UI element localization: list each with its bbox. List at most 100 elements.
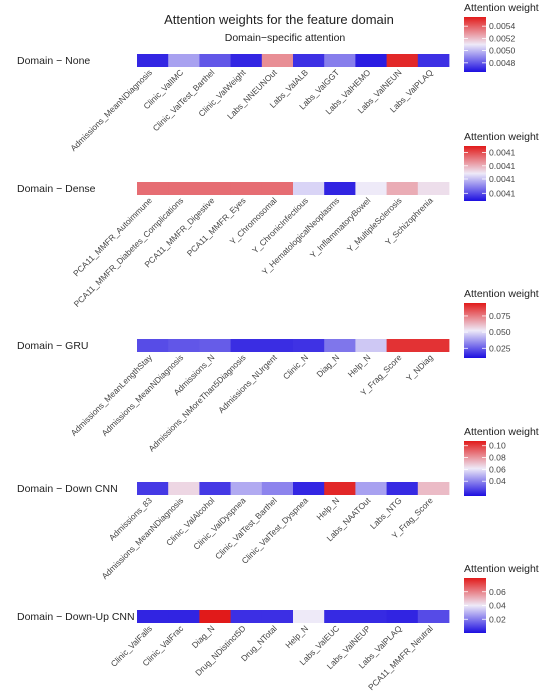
- x-tick-label: Y_MultipleSclerosis: [345, 195, 404, 254]
- legend-title: Attention weight: [464, 563, 539, 575]
- legend-tick-label: 0.075: [489, 311, 511, 321]
- legend-tick-label: 0.06: [489, 464, 506, 474]
- legend-title: Attention weight: [464, 2, 539, 14]
- panel-3: Domain − Down CNNAdmissions_83Admissions…: [17, 426, 539, 581]
- legend-colorbar: [464, 303, 486, 358]
- heatmap-tile: [199, 482, 231, 495]
- heatmap-tile: [293, 182, 325, 195]
- heatmap-tile: [324, 339, 356, 352]
- heatmap-tile: [386, 482, 419, 495]
- x-tick-label: PCA11_MMFR_Neutral: [366, 623, 435, 692]
- heatmap-tile: [230, 54, 263, 67]
- legend-colorbar: [464, 441, 486, 496]
- x-tick-label: Help_N: [314, 495, 341, 522]
- panel-2: Domain − GRUAdmissions_MeanLengthStayAdm…: [17, 288, 539, 454]
- heatmap-tile: [168, 54, 200, 67]
- heatmap-tile: [324, 54, 356, 67]
- heatmap-tile: [199, 610, 231, 623]
- chart-title: Attention weights for the feature domain: [164, 12, 394, 27]
- legend-tick-label: 0.050: [489, 327, 511, 337]
- heatmap-tile: [168, 610, 200, 623]
- x-tick-label: Admissions_MeanNDiagnosis: [68, 67, 154, 153]
- heatmap-tile: [417, 610, 450, 623]
- heatmap-tile: [355, 54, 387, 67]
- heatmap-tile: [261, 182, 294, 195]
- heatmap-tile: [261, 54, 294, 67]
- panel-label: Domain − GRU: [17, 340, 88, 352]
- legend-tick-label: 0.08: [489, 453, 506, 463]
- heatmap-tile: [293, 339, 325, 352]
- x-tick-label: PCA11_MMFR_Eyes: [185, 195, 248, 258]
- heatmap-tile: [137, 610, 169, 623]
- legend-tick-label: 0.02: [489, 614, 506, 624]
- heatmap-tile: [199, 54, 231, 67]
- heatmap-tile: [386, 182, 419, 195]
- heatmap-tile: [293, 610, 325, 623]
- heatmap-tile: [137, 182, 169, 195]
- heatmap-tile: [137, 339, 169, 352]
- legend-tick-label: 0.0041: [489, 148, 516, 158]
- heatmap-tile: [168, 182, 200, 195]
- heatmap-tile: [417, 54, 450, 67]
- legend-tick-label: 0.0041: [489, 161, 516, 171]
- x-tick-label: Diag_N: [314, 352, 341, 379]
- x-tick-label: Help_N: [283, 623, 310, 650]
- heatmap-tile: [137, 482, 169, 495]
- heatmap-tile: [386, 339, 419, 352]
- heatmap-tile: [417, 482, 450, 495]
- legend-tick-label: 0.025: [489, 343, 511, 353]
- heatmap-tile: [293, 54, 325, 67]
- legend-title: Attention weight: [464, 288, 539, 300]
- heatmap-tile: [324, 610, 356, 623]
- panel-1: Domain − DensePCA11_MMFR_AutoimmunePCA11…: [17, 131, 539, 309]
- x-tick-label: Clinic_N: [281, 352, 310, 381]
- legend-colorbar: [464, 17, 486, 72]
- chart-subtitle: Domain−specific attention: [225, 32, 346, 44]
- heatmap-tile: [168, 482, 200, 495]
- heatmap-tile: [386, 54, 419, 67]
- heatmap-tile: [386, 610, 419, 623]
- legend-tick-label: 0.10: [489, 441, 506, 451]
- heatmap-tile: [230, 482, 263, 495]
- panel-label: Domain − Down-Up CNN: [17, 611, 135, 623]
- heatmap-tile: [355, 339, 387, 352]
- x-tick-label: Y_ChronicInfectious: [250, 195, 310, 255]
- legend-title: Attention weight: [464, 426, 539, 438]
- x-tick-label: Admissions_NUrgent: [216, 352, 279, 415]
- heatmap-tile: [324, 182, 356, 195]
- heatmap-tile: [230, 339, 263, 352]
- legend-tick-label: 0.0054: [489, 21, 516, 31]
- x-tick-label: PCA11_MMFR_Diabetes_Complications: [72, 195, 186, 309]
- legend-tick-label: 0.0048: [489, 58, 516, 68]
- heatmap-tile: [261, 482, 294, 495]
- legend-tick-label: 0.0050: [489, 46, 516, 56]
- heatmap-tile: [355, 482, 387, 495]
- x-tick-label: Y_InflammatoryBowel: [308, 195, 373, 260]
- legend-tick-label: 0.0041: [489, 174, 516, 184]
- heatmap-tile: [230, 610, 263, 623]
- heatmap-tile: [324, 482, 356, 495]
- legend-colorbar: [464, 578, 486, 633]
- x-tick-label: Help_N: [346, 352, 373, 379]
- panel-label: Domain − Down CNN: [17, 483, 118, 495]
- heatmap-tile: [230, 182, 263, 195]
- heatmap-tile: [199, 339, 231, 352]
- x-tick-label: Diag_N: [190, 623, 217, 650]
- heatmap-tile: [199, 182, 231, 195]
- panel-4: Domain − Down-Up CNNClinic_ValFallsClini…: [17, 563, 539, 692]
- legend-colorbar: [464, 146, 486, 201]
- legend-tick-label: 0.04: [489, 601, 506, 611]
- heatmap-tile: [417, 182, 450, 195]
- legend-title: Attention weight: [464, 131, 539, 143]
- legend-tick-label: 0.0041: [489, 188, 516, 198]
- panel-label: Domain − Dense: [17, 183, 96, 195]
- heatmap-tile: [137, 54, 169, 67]
- legend-tick-label: 0.0052: [489, 33, 516, 43]
- legend-tick-label: 0.06: [489, 587, 506, 597]
- heatmap-tile: [293, 482, 325, 495]
- heatmap-tile: [417, 339, 450, 352]
- heatmap-tile: [261, 610, 294, 623]
- heatmap-tile: [355, 182, 387, 195]
